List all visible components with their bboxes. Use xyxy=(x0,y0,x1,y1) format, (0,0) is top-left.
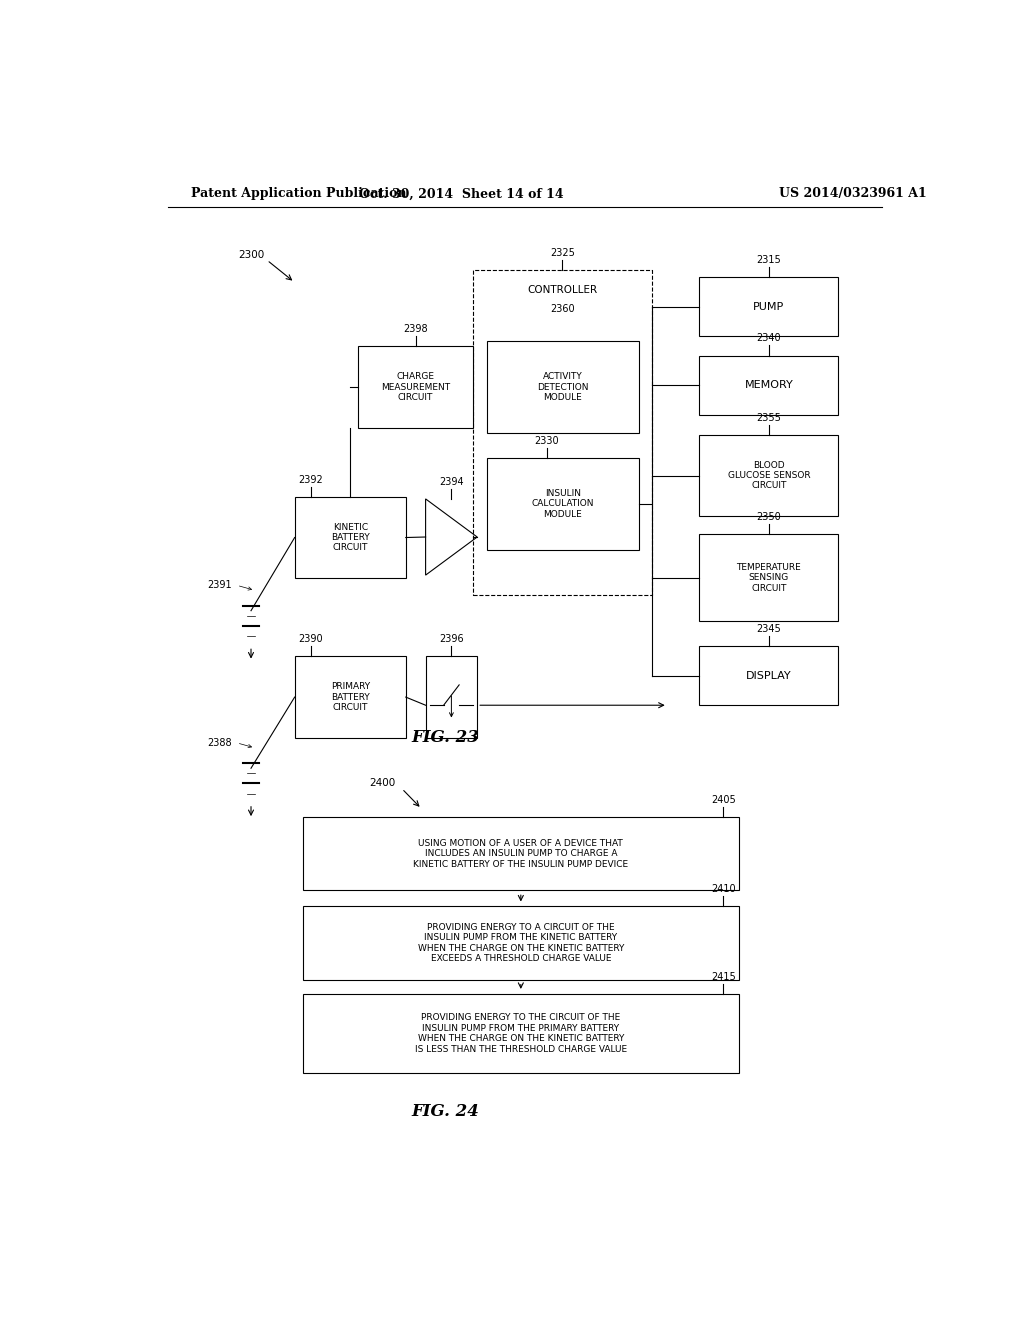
Text: INSULIN
CALCULATION
MODULE: INSULIN CALCULATION MODULE xyxy=(531,490,594,519)
Text: Oct. 30, 2014  Sheet 14 of 14: Oct. 30, 2014 Sheet 14 of 14 xyxy=(359,187,563,201)
FancyBboxPatch shape xyxy=(295,656,406,738)
Text: 2350: 2350 xyxy=(757,512,781,523)
Text: 2345: 2345 xyxy=(757,624,781,634)
FancyBboxPatch shape xyxy=(699,647,839,705)
FancyBboxPatch shape xyxy=(486,458,639,549)
Text: 2330: 2330 xyxy=(535,436,559,446)
FancyBboxPatch shape xyxy=(295,496,406,578)
Text: Patent Application Publication: Patent Application Publication xyxy=(191,187,407,201)
Text: 2315: 2315 xyxy=(757,255,781,265)
Text: 2325: 2325 xyxy=(550,248,574,257)
Text: 2391: 2391 xyxy=(207,581,231,590)
Text: 2388: 2388 xyxy=(207,738,231,748)
Text: TEMPERATURE
SENSING
CIRCUIT: TEMPERATURE SENSING CIRCUIT xyxy=(736,562,801,593)
Text: 2360: 2360 xyxy=(550,304,574,314)
Text: DISPLAY: DISPLAY xyxy=(746,671,792,681)
Text: MEMORY: MEMORY xyxy=(744,380,794,389)
Text: FIG. 23: FIG. 23 xyxy=(412,729,479,746)
Text: 2340: 2340 xyxy=(757,334,781,343)
Text: BLOOD
GLUCOSE SENSOR
CIRCUIT: BLOOD GLUCOSE SENSOR CIRCUIT xyxy=(727,461,810,491)
Text: CONTROLLER: CONTROLLER xyxy=(527,285,598,296)
Text: 2398: 2398 xyxy=(403,325,428,334)
Text: 2394: 2394 xyxy=(439,477,464,487)
Text: ACTIVITY
DETECTION
MODULE: ACTIVITY DETECTION MODULE xyxy=(538,372,589,403)
FancyBboxPatch shape xyxy=(699,355,839,414)
Text: 2405: 2405 xyxy=(711,795,735,805)
Text: CHARGE
MEASUREMENT
CIRCUIT: CHARGE MEASUREMENT CIRCUIT xyxy=(381,372,451,403)
Text: US 2014/0323961 A1: US 2014/0323961 A1 xyxy=(778,187,927,201)
Text: 2300: 2300 xyxy=(238,249,264,260)
Text: 2400: 2400 xyxy=(369,779,395,788)
Text: FIG. 24: FIG. 24 xyxy=(412,1104,479,1121)
FancyBboxPatch shape xyxy=(699,434,839,516)
Text: 2396: 2396 xyxy=(439,634,464,644)
FancyBboxPatch shape xyxy=(473,271,652,595)
Text: 2390: 2390 xyxy=(298,634,323,644)
FancyBboxPatch shape xyxy=(699,535,839,620)
FancyBboxPatch shape xyxy=(699,277,839,337)
Text: 2410: 2410 xyxy=(711,884,735,894)
FancyBboxPatch shape xyxy=(426,656,477,738)
Text: PROVIDING ENERGY TO THE CIRCUIT OF THE
INSULIN PUMP FROM THE PRIMARY BATTERY
WHE: PROVIDING ENERGY TO THE CIRCUIT OF THE I… xyxy=(415,1014,627,1053)
Text: USING MOTION OF A USER OF A DEVICE THAT
INCLUDES AN INSULIN PUMP TO CHARGE A
KIN: USING MOTION OF A USER OF A DEVICE THAT … xyxy=(414,838,629,869)
Text: KINETIC
BATTERY
CIRCUIT: KINETIC BATTERY CIRCUIT xyxy=(331,523,370,552)
FancyBboxPatch shape xyxy=(358,346,473,428)
Text: 2392: 2392 xyxy=(298,475,323,484)
Text: 2355: 2355 xyxy=(757,413,781,422)
Text: PUMP: PUMP xyxy=(754,302,784,312)
FancyBboxPatch shape xyxy=(486,342,639,433)
Text: 2415: 2415 xyxy=(711,972,735,982)
Text: PRIMARY
BATTERY
CIRCUIT: PRIMARY BATTERY CIRCUIT xyxy=(331,682,370,711)
FancyBboxPatch shape xyxy=(303,994,739,1073)
FancyBboxPatch shape xyxy=(303,817,739,890)
Text: PROVIDING ENERGY TO A CIRCUIT OF THE
INSULIN PUMP FROM THE KINETIC BATTERY
WHEN : PROVIDING ENERGY TO A CIRCUIT OF THE INS… xyxy=(418,923,624,964)
FancyBboxPatch shape xyxy=(303,907,739,979)
